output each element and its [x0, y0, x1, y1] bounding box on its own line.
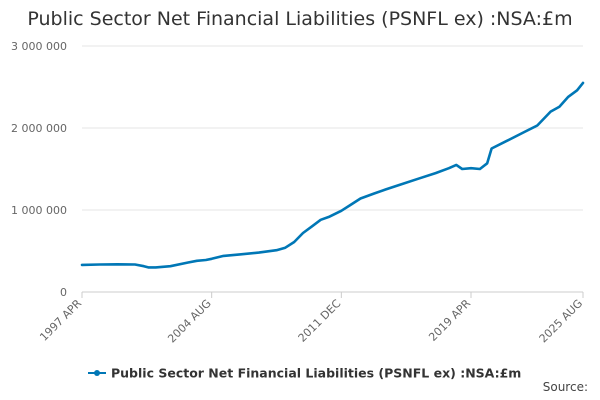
x-tick-label: 2025 AUG [537, 297, 586, 346]
grid [82, 45, 583, 293]
chart-title: Public Sector Net Financial Liabilities … [27, 8, 573, 30]
legend-label: Public Sector Net Financial Liabilities … [111, 366, 521, 381]
y-tick-label: 3 000 000 [11, 40, 67, 53]
y-axis-ticks: 0 1 000 000 2 000 000 3 000 000 [11, 40, 67, 299]
series-line [80, 81, 585, 269]
x-tick-label: 2011 DEC [296, 297, 344, 345]
x-tick-label: 2019 APR [426, 297, 473, 344]
y-tick-label: 0 [60, 286, 67, 299]
legend-swatch-marker [94, 370, 100, 376]
y-tick-label: 2 000 000 [11, 122, 67, 135]
y-tick-label: 1 000 000 [11, 204, 67, 217]
legend[interactable]: Public Sector Net Financial Liabilities … [88, 366, 521, 381]
source-label: Source: [542, 380, 588, 394]
series-layer [80, 81, 585, 269]
x-axis-ticks: 1997 APR 2004 AUG 2011 DEC 2019 APR 2025 AUG [37, 292, 585, 345]
x-tick-label: 2004 AUG [165, 297, 214, 346]
x-tick-label: 1997 APR [37, 297, 84, 344]
